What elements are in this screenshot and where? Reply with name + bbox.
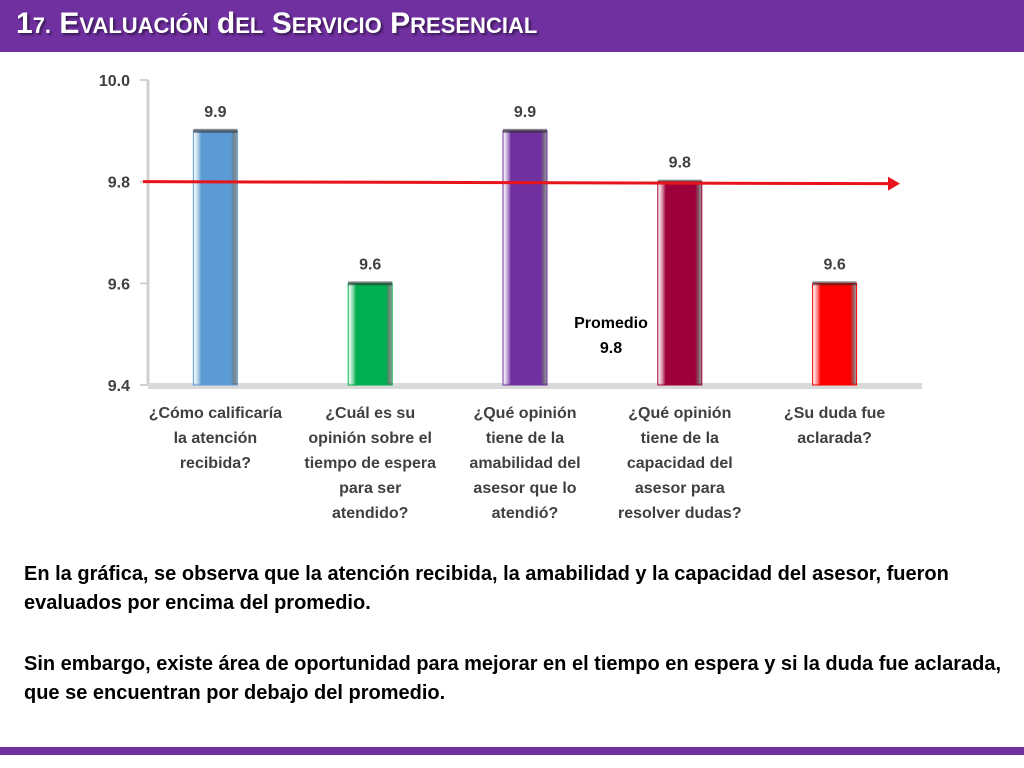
x-tick-label: aclarada? [797,430,872,447]
x-tick-label: asesor que lo [473,480,576,497]
x-tick-label: tiempo de espera [304,455,436,472]
bar-top-cap [348,281,393,286]
bar-top-cap [812,281,857,286]
x-tick-label: la atención [174,430,258,447]
x-tick-label: ¿Qué opinión [628,405,731,422]
x-tick-label: ¿Qué opinión [473,405,576,422]
data-label: 9.6 [823,256,845,273]
x-tick-label: tiene de la [486,430,564,447]
x-tick-label: ¿Cómo calificaría [149,405,282,422]
paragraph-above-average: En la gráfica, se observa que la atenció… [24,563,949,614]
x-tick-label: tiene de la [641,430,719,447]
x-tick-label: atendió? [492,505,559,522]
bar-top-cap [193,128,238,133]
bar-chart: 9.4 9.6 9.8 10.0 9.9 ¿Cómo calificaría la aten… [99,73,922,522]
x-tick-label: atendido? [332,505,408,522]
x-tick-label: resolver dudas? [618,505,742,522]
title-bar: 17. EVALUACIÓN dEL SERVICIO PRESENCIAL [0,0,1024,52]
x-tick-label: amabilidad del [469,455,580,472]
x-tick-label: capacidad del [627,455,733,472]
average-annotation: 9.8 [600,340,622,357]
x-tick-label: recibida? [180,455,251,472]
x-tick-label: ¿Cuál es su [325,405,415,422]
bar-3 [502,130,548,386]
bar-2 [347,282,393,386]
data-label: 9.9 [514,104,536,121]
x-tick-label: para ser [339,480,401,497]
bar-5 [812,282,858,386]
average-arrow-icon [888,176,900,191]
x-tick-label: ¿Su duda fue [784,405,885,422]
y-tick-label: 9.4 [108,378,130,395]
y-tick-label: 9.8 [108,175,130,192]
average-annotation: Promedio [574,315,648,332]
slide-title: 17. EVALUACIÓN dEL SERVICIO PRESENCIAL [16,7,538,40]
y-tick-label: 10.0 [99,73,130,90]
data-label: 9.6 [359,256,381,273]
x-axis-floor [148,383,922,389]
average-line [142,180,889,186]
data-label: 9.9 [204,104,226,121]
bar-4 [657,181,703,386]
x-tick-label: opinión sobre el [308,430,432,447]
x-tick-label: asesor para [635,480,725,497]
paragraph-below-average: Sin embargo, existe área de oportunidad … [24,653,1002,704]
bar-1 [192,130,238,386]
data-label: 9.8 [669,155,691,172]
bottom-accent-bar [0,747,1024,755]
y-tick-label: 9.6 [108,276,130,293]
bar-top-cap [503,128,547,133]
